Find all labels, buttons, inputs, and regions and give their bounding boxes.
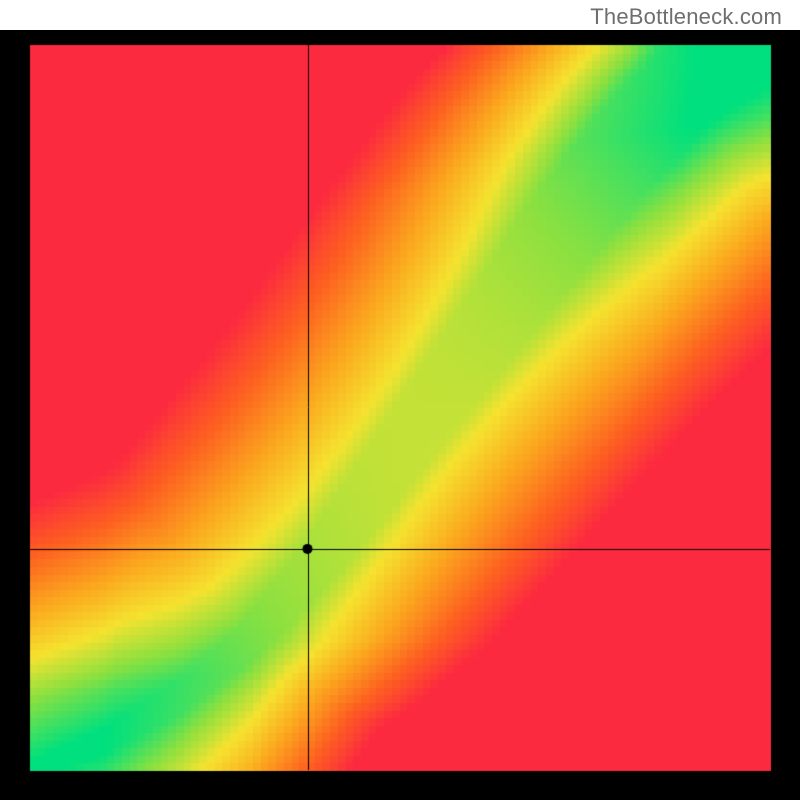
heatmap-canvas [0, 30, 800, 800]
watermark-label: TheBottleneck.com [590, 4, 782, 30]
chart-container: TheBottleneck.com [0, 0, 800, 800]
plot-outer-frame [0, 30, 800, 800]
